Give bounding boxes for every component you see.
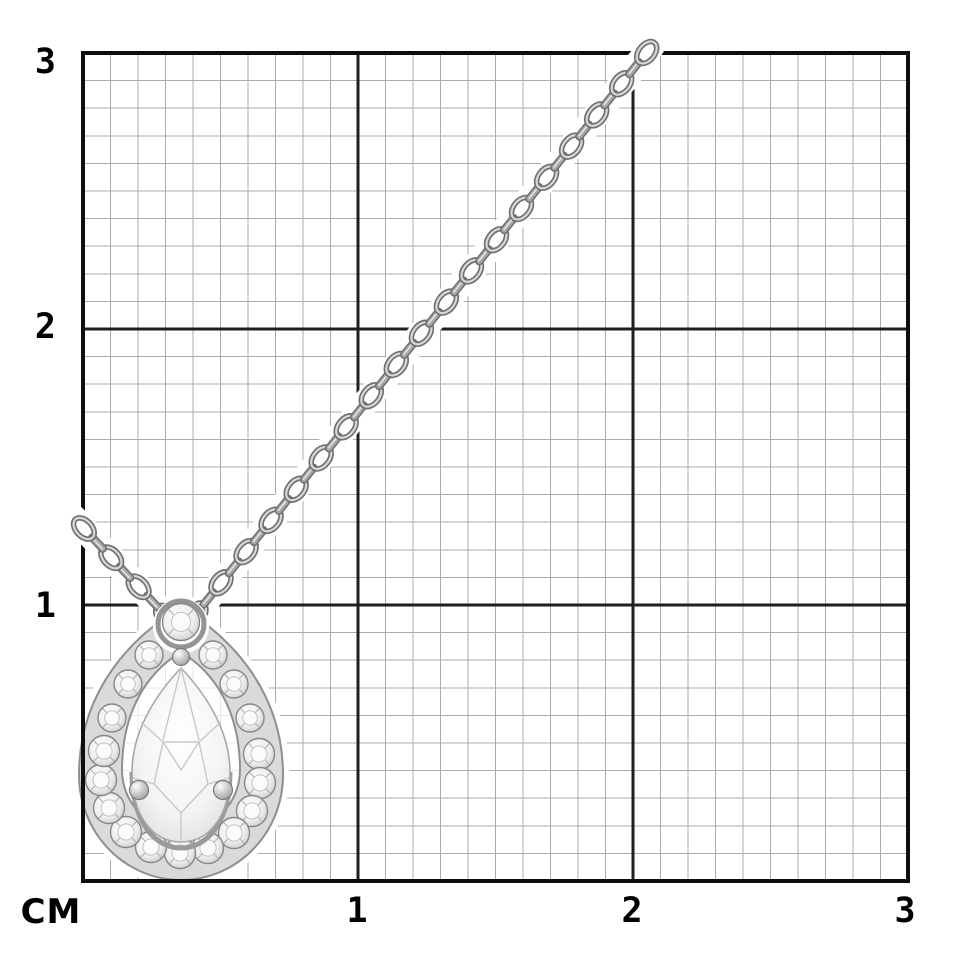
unit-label-cm: CM bbox=[20, 892, 82, 932]
x-axis-tick-2: 2 bbox=[621, 891, 643, 931]
y-axis-tick-2: 2 bbox=[34, 307, 56, 347]
y-axis-tick-1: 1 bbox=[34, 586, 56, 626]
x-axis-tick-3: 3 bbox=[894, 891, 916, 931]
x-axis-tick-1: 1 bbox=[346, 891, 368, 931]
y-axis-tick-3: 3 bbox=[34, 42, 56, 82]
